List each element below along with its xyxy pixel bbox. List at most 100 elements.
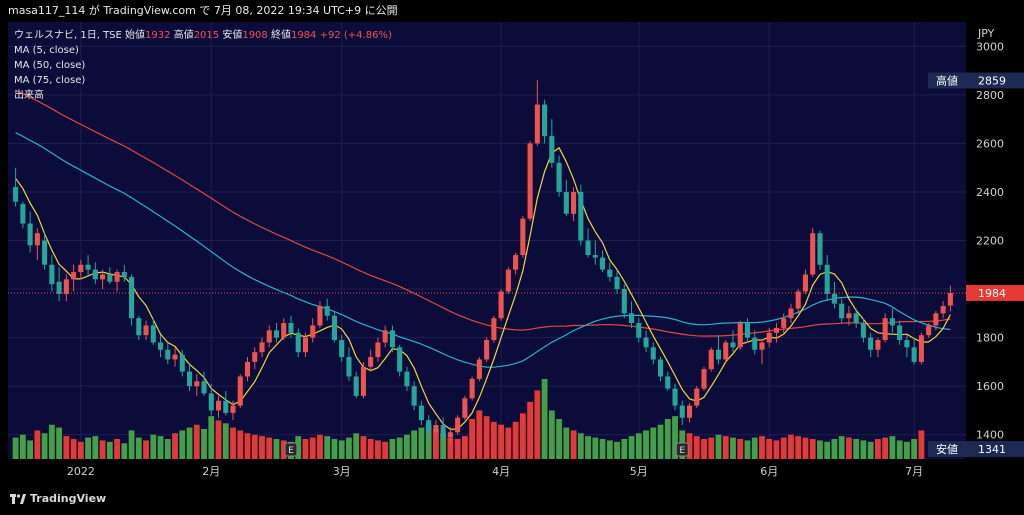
- legend-volume[interactable]: 出来高: [14, 90, 44, 101]
- volume-bar: [404, 434, 410, 459]
- candle-body: [281, 323, 287, 338]
- candle-body: [179, 354, 185, 372]
- volume-bar: [621, 439, 628, 459]
- legend-ma50[interactable]: MA (50, close): [14, 60, 86, 71]
- candle-body: [600, 257, 606, 270]
- volume-bar: [527, 401, 533, 459]
- volume-bar: [70, 439, 77, 459]
- candle-body: [259, 342, 265, 353]
- tradingview-logo-icon: [10, 493, 26, 504]
- publish-label: に公開: [364, 4, 398, 17]
- volume-bar: [476, 410, 483, 459]
- candle-body: [534, 104, 540, 144]
- candle-body: [926, 325, 932, 336]
- candle-body: [868, 337, 874, 350]
- candle-body: [266, 330, 272, 343]
- header-bar: masa117_114 が TradingView.com で 7月 08, 2…: [0, 0, 1024, 22]
- x-tick-label: 3月: [333, 465, 351, 478]
- candle-body: [85, 264, 91, 270]
- volume-bar: [56, 427, 62, 459]
- volume-bar: [128, 430, 135, 459]
- tradingview-brand[interactable]: TradingView: [10, 492, 106, 505]
- legend-change: +92 (+4.86%): [319, 30, 392, 41]
- volume-bar: [780, 437, 787, 459]
- candle-body: [911, 347, 917, 362]
- header-de: で: [199, 4, 211, 17]
- volume-bar: [577, 433, 584, 459]
- earnings-marker: [284, 442, 298, 457]
- earnings-marker: [675, 442, 689, 457]
- time-axis[interactable]: 2022 2月 3月 4月 5月 6月 7月: [8, 459, 966, 483]
- candle-body: [795, 291, 801, 309]
- candle-body: [759, 342, 765, 350]
- volume-bar: [135, 437, 142, 459]
- volume-bar: [737, 439, 744, 459]
- volume-bar: [548, 410, 555, 459]
- volume-bar: [19, 434, 26, 459]
- volume-bar: [498, 424, 505, 459]
- candle-body: [78, 264, 84, 273]
- candle-body: [520, 218, 526, 256]
- author-name[interactable]: masa117_114: [8, 4, 86, 17]
- y-tick-label: 2200: [976, 235, 1004, 248]
- candle-body: [201, 381, 207, 394]
- volume-bar: [324, 436, 331, 459]
- candle-body: [20, 204, 26, 224]
- low-price-tag: [928, 441, 966, 458]
- candle-body: [310, 325, 316, 338]
- candle-body: [27, 223, 33, 246]
- candle-body: [614, 276, 620, 290]
- candle-body: [56, 281, 62, 294]
- low-price-badge: [966, 441, 1024, 458]
- y-tick-label: 1400: [976, 429, 1004, 442]
- candle-body: [389, 330, 395, 348]
- legend-ma5[interactable]: MA (5, close): [14, 45, 79, 56]
- volume-bar: [222, 423, 229, 459]
- volume-bar: [563, 427, 570, 459]
- volume-bar: [824, 441, 831, 459]
- volume-bar: [817, 440, 823, 459]
- site-name[interactable]: TradingView.com: [103, 4, 196, 17]
- candle-body: [426, 420, 432, 433]
- ma75-line: [15, 89, 951, 337]
- volume-bar: [201, 429, 207, 459]
- volume-bar: [715, 434, 722, 459]
- candle-body: [230, 405, 236, 413]
- candle-body: [686, 405, 693, 418]
- volume-bar: [346, 437, 352, 459]
- volume-bar: [12, 437, 19, 459]
- volume-bar: [244, 433, 251, 459]
- candle-body: [107, 274, 113, 282]
- legend-symbol[interactable]: ウェルスナビ, 1日, TSE: [14, 30, 122, 41]
- volume-bar: [860, 440, 867, 459]
- candle-body: [657, 359, 664, 377]
- volume-bar: [440, 433, 447, 459]
- price-axis[interactable]: 300028002600240022002000180016001400JPY2…: [966, 22, 1024, 459]
- candle-body: [708, 349, 714, 370]
- candle-body: [810, 233, 816, 275]
- volume-bar: [447, 437, 454, 459]
- volume-bar: [882, 437, 889, 459]
- candle-body: [273, 330, 280, 338]
- volume-bar: [519, 413, 526, 459]
- legend-open-value: 1932: [145, 30, 171, 41]
- volume-bar: [875, 439, 881, 459]
- volume-bar: [541, 379, 548, 459]
- volume-bar: [266, 437, 273, 459]
- chart-plot-area[interactable]: E E 高値 安値: [8, 22, 966, 459]
- y-tick-label: 1800: [976, 332, 1004, 345]
- volume-bar: [853, 439, 860, 459]
- candle-body: [208, 393, 214, 411]
- legend-ma75[interactable]: MA (75, close): [14, 75, 86, 86]
- candle-body: [527, 143, 533, 219]
- volume-bar: [193, 424, 200, 459]
- volume-bar: [215, 420, 222, 459]
- legend-close-value: 1984: [290, 30, 317, 41]
- price-axis-svg: 300028002600240022002000180016001400JPY2…: [966, 27, 1024, 458]
- candle-body: [730, 342, 736, 348]
- candle-body: [585, 240, 591, 256]
- candle-body: [114, 272, 120, 282]
- candle-body: [404, 371, 410, 387]
- volume-bar: [433, 429, 439, 459]
